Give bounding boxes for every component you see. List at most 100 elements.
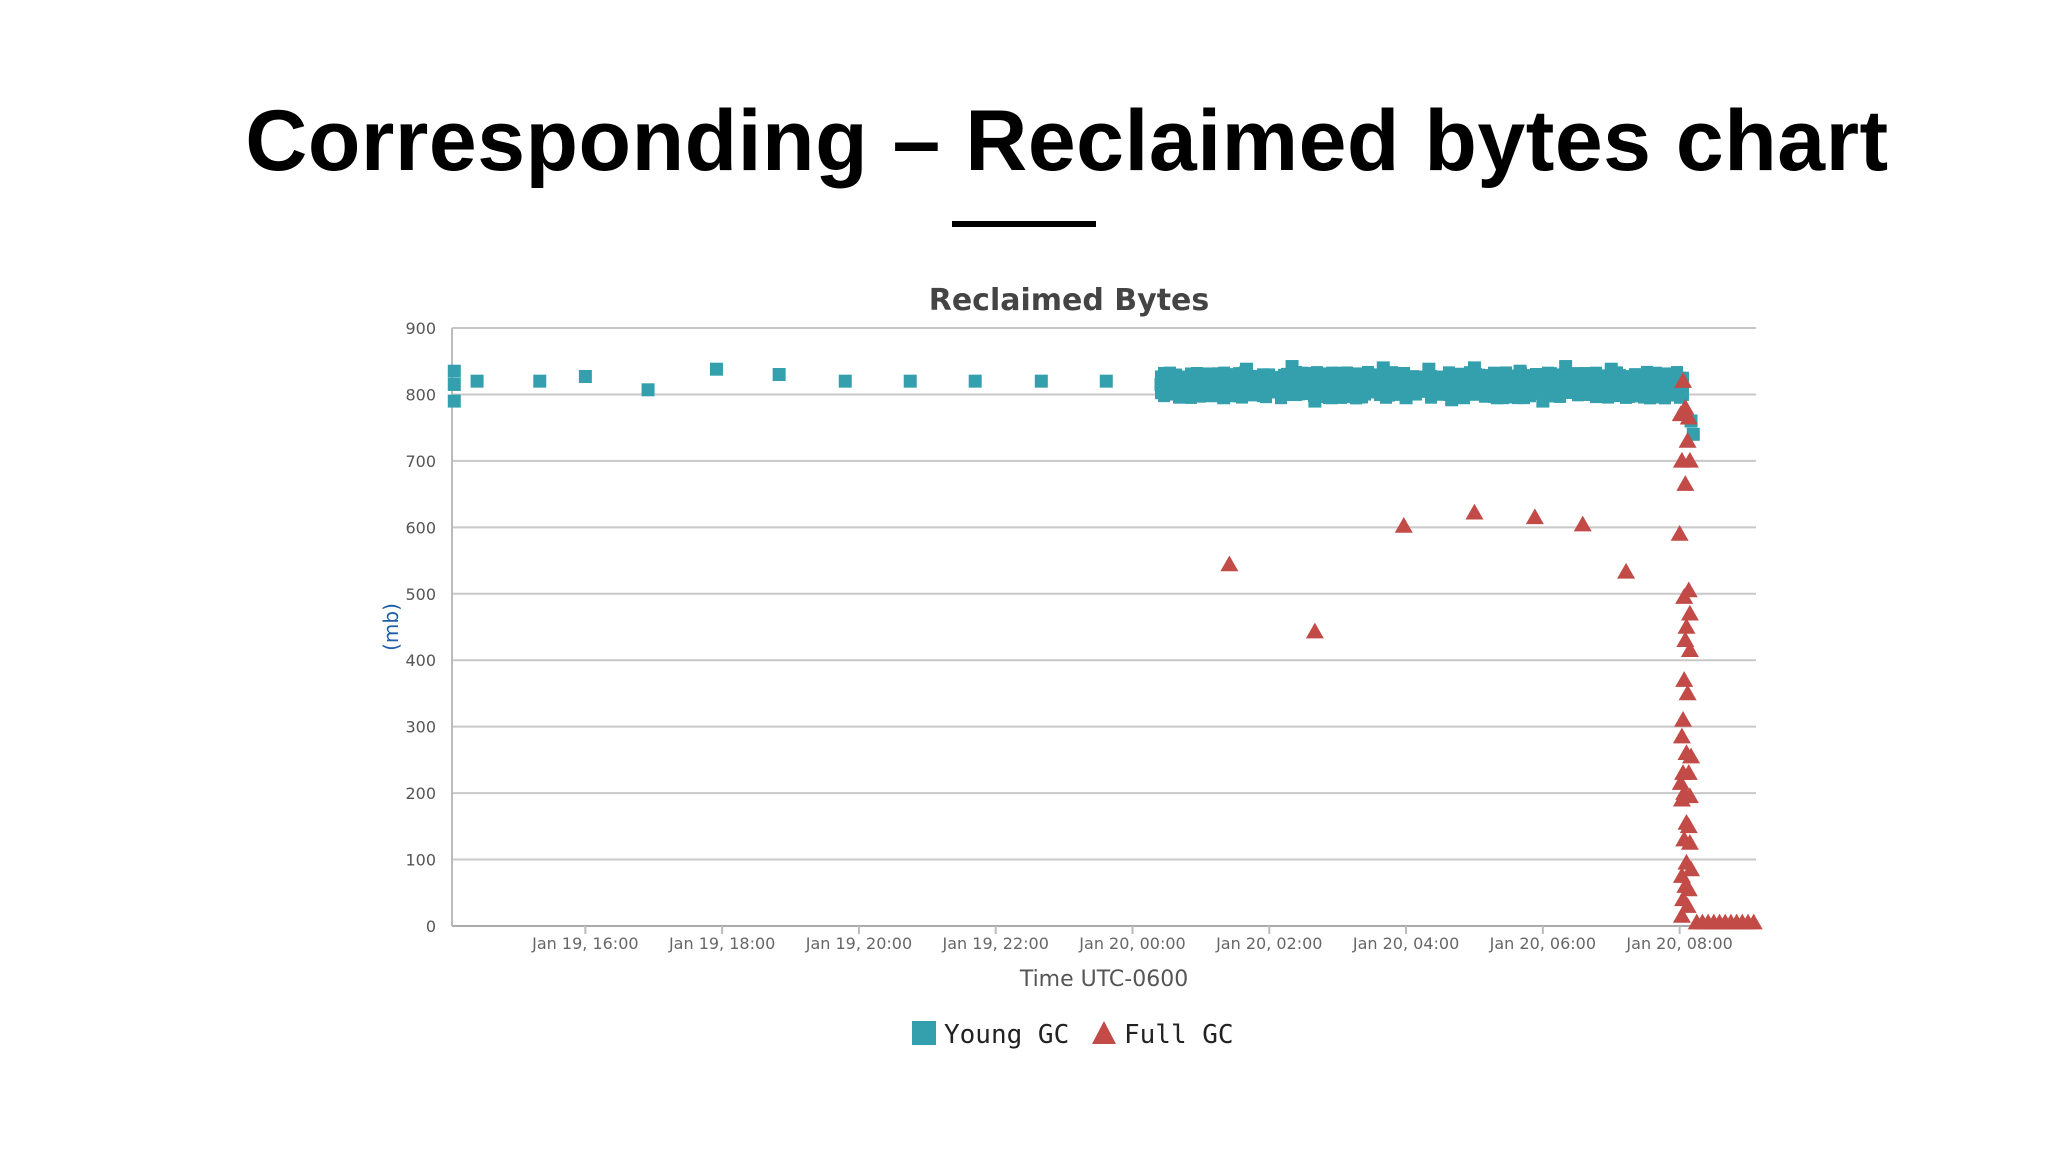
- series-full-gc: [1220, 372, 1763, 930]
- legend[interactable]: Young GC Full GC: [912, 1020, 1234, 1050]
- legend-young-gc-label[interactable]: Young GC: [944, 1020, 1069, 1050]
- full-gc-point: [1678, 431, 1697, 448]
- full-gc-point: [1670, 524, 1689, 541]
- young-gc-point: [1604, 362, 1618, 376]
- young-gc-point: [1445, 393, 1459, 407]
- full-gc-point: [1573, 515, 1592, 532]
- young-gc-point: [838, 374, 852, 388]
- young-gc-point: [1513, 364, 1527, 378]
- young-gc-point: [1285, 360, 1299, 374]
- young-gc-point: [1650, 368, 1664, 382]
- young-gc-point: [447, 377, 461, 391]
- young-gc-point: [447, 394, 461, 408]
- young-gc-point: [1376, 361, 1390, 375]
- young-gc-point: [578, 370, 592, 384]
- y-axis-label: (mb): [379, 603, 403, 651]
- y-tick-label: 800: [405, 385, 436, 404]
- x-tick-label: Jan 20, 06:00: [1489, 934, 1596, 953]
- y-tick-label: 200: [405, 784, 436, 803]
- legend-full-gc-label[interactable]: Full GC: [1124, 1020, 1234, 1050]
- young-gc-point: [641, 383, 655, 397]
- full-gc-point: [1674, 372, 1693, 388]
- young-gc-point: [1099, 374, 1113, 388]
- x-tick-label: Jan 19, 20:00: [805, 934, 912, 953]
- full-gc-point: [1676, 398, 1695, 415]
- x-tick-label: Jan 20, 08:00: [1625, 934, 1732, 953]
- full-gc-point: [1680, 833, 1699, 850]
- young-gc-point: [1194, 368, 1208, 382]
- y-tick-labels: 0 100 200 300 400 500 600 700 800 900: [405, 319, 436, 936]
- full-gc-point: [1465, 503, 1484, 520]
- full-gc-point: [1682, 747, 1701, 764]
- title-underline: [952, 221, 1096, 227]
- young-gc-point: [1171, 382, 1185, 396]
- full-gc-point: [1672, 867, 1691, 883]
- full-gc-point: [1672, 907, 1691, 923]
- grid-lines: [452, 327, 1756, 927]
- x-tick-labels: Jan 19, 16:00 Jan 19, 18:00 Jan 19, 20:00 J…: [531, 926, 1733, 953]
- full-gc-point: [1679, 880, 1698, 897]
- full-gc-point: [1744, 913, 1763, 930]
- full-gc-point: [1679, 764, 1698, 780]
- young-gc-point: [1581, 387, 1595, 401]
- full-gc-point: [1672, 727, 1691, 744]
- young-gc-point: [1353, 387, 1367, 401]
- full-gc-point: [1680, 641, 1699, 658]
- x-tick-label: Jan 20, 04:00: [1352, 934, 1459, 953]
- full-gc-point: [1675, 588, 1694, 604]
- young-gc-point: [447, 364, 461, 378]
- young-gc-point: [470, 374, 484, 388]
- young-gc-point: [1490, 391, 1504, 405]
- young-gc-point: [1467, 361, 1481, 375]
- y-tick-label: 100: [405, 851, 436, 870]
- full-gc-point: [1676, 475, 1695, 491]
- young-gc-point: [533, 374, 547, 388]
- full-gc-point: [1674, 711, 1693, 727]
- full-gc-point: [1671, 774, 1690, 790]
- x-tick-label: Jan 20, 00:00: [1078, 934, 1185, 953]
- full-gc-point: [1617, 562, 1636, 579]
- legend-young-gc-swatch[interactable]: [912, 1021, 936, 1045]
- legend-full-gc-swatch[interactable]: [1092, 1021, 1116, 1044]
- full-gc-point: [1678, 897, 1697, 913]
- young-gc-point: [1399, 391, 1413, 405]
- young-gc-point: [1308, 394, 1322, 408]
- full-gc-point: [1680, 604, 1699, 621]
- full-gc-point: [1679, 408, 1698, 425]
- young-gc-point: [903, 374, 917, 388]
- full-gc-point: [1678, 684, 1697, 701]
- x-tick-label: Jan 19, 22:00: [942, 934, 1049, 953]
- y-tick-label: 500: [405, 585, 436, 604]
- young-gc-point: [1217, 391, 1231, 405]
- young-gc-point: [1627, 384, 1641, 398]
- young-gc-point: [1536, 394, 1550, 408]
- full-gc-point: [1679, 817, 1698, 834]
- y-tick-label: 900: [405, 319, 436, 338]
- series-young-gc: [447, 360, 1700, 441]
- young-gc-point: [1239, 362, 1253, 376]
- x-axis-label: Time UTC-0600: [1019, 967, 1188, 992]
- slide-title: Corresponding – Reclaimed bytes chart: [245, 93, 1889, 189]
- full-gc-point: [1675, 671, 1694, 687]
- young-gc-point: [1262, 384, 1276, 398]
- full-gc-point: [1394, 517, 1413, 533]
- young-gc-point: [1331, 366, 1345, 380]
- young-gc-point: [968, 374, 982, 388]
- full-gc-point: [1682, 860, 1701, 877]
- y-tick-label: 600: [405, 518, 436, 537]
- full-gc-point: [1220, 555, 1239, 572]
- x-tick-label: Jan 19, 16:00: [531, 934, 638, 953]
- young-gc-point: [1559, 360, 1573, 374]
- young-gc-point: [1154, 377, 1168, 391]
- x-tick-label: Jan 19, 18:00: [668, 934, 775, 953]
- full-gc-point: [1672, 790, 1691, 807]
- chart-title: Reclaimed Bytes: [929, 283, 1210, 318]
- y-tick-label: 700: [405, 452, 436, 471]
- young-gc-point: [772, 368, 786, 382]
- young-gc-point: [1034, 374, 1048, 388]
- young-gc-point: [709, 362, 723, 376]
- young-gc-point: [1422, 362, 1436, 376]
- full-gc-point: [1305, 622, 1324, 639]
- y-tick-label: 0: [426, 917, 436, 936]
